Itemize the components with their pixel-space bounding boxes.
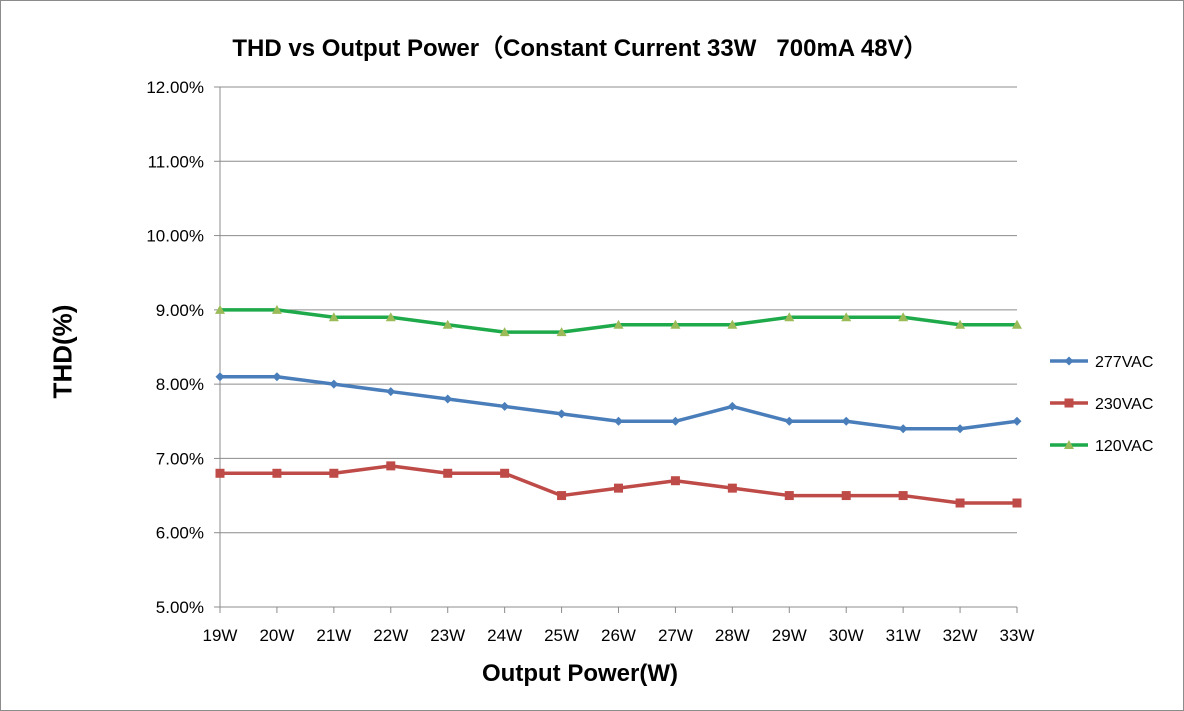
data-point [386,387,396,397]
data-point [1064,398,1074,408]
y-tick-label: 10.00% [146,227,204,246]
legend-item: 120VAC [1050,438,1153,455]
legend-label: 120VAC [1095,438,1153,455]
data-point [556,327,567,337]
x-axis-title: Output Power(W) [482,660,678,687]
data-point [500,401,510,411]
x-tick-label: 23W [430,626,465,645]
x-tick-label: 29W [772,626,807,645]
data-point [215,304,225,314]
y-tick-label: 9.00% [156,301,204,320]
data-point [442,319,453,329]
series-230VAC [215,461,1022,508]
data-point [1012,416,1022,426]
series-277VAC [215,372,1022,434]
data-point [955,498,965,508]
x-tick-label: 32W [943,626,978,645]
data-point [955,424,965,434]
gridlines [220,86,1017,534]
data-point [215,468,225,478]
data-point [499,327,510,337]
y-tick-label: 11.00% [148,152,204,171]
data-point [955,319,966,329]
data-point [898,424,908,434]
data-point [271,304,282,314]
legend-label: 277VAC [1095,354,1153,371]
data-point [329,468,339,478]
y-tick-label: 7.00% [156,449,204,468]
axes [214,86,1018,613]
chart-title: THD vs Output Power（Constant Current 33W… [232,35,928,62]
x-tick-label: 24W [487,626,522,645]
data-point [215,372,225,382]
x-tick-label: 20W [259,626,294,645]
x-tick-label: 31W [886,626,921,645]
y-tick-label: 8.00% [156,375,204,394]
data-point [670,416,680,426]
y-tick-label: 5.00% [156,598,204,617]
x-tick-label: 33W [1000,626,1035,645]
data-point [1012,498,1022,508]
data-point [272,372,282,382]
data-point [443,468,453,478]
legend: 277VAC 230VAC 120VAC [1050,354,1153,455]
data-point [784,416,794,426]
y-tick-label: 12.00% [146,78,204,97]
x-tick-label: 28W [715,626,750,645]
series-120VAC [215,304,1022,337]
legend-item: 230VAC [1050,396,1153,413]
x-tick-label: 22W [373,626,408,645]
data-point [1064,356,1074,366]
series [215,304,1022,508]
data-point [614,416,623,426]
legend-label: 230VAC [1095,396,1153,413]
data-point [385,312,396,322]
data-point [557,409,567,419]
x-tick-label: 30W [829,626,864,645]
data-point [329,379,339,389]
data-point [898,312,909,322]
tick-labels: 5.00% 6.00% 7.00% 8.00% 9.00% 10.00% 11.00% 12.… [146,78,1034,645]
x-tick-label: 26W [601,626,636,645]
data-point [670,476,680,486]
data-point [784,491,794,501]
data-point [841,312,852,322]
data-point [328,312,339,322]
data-point [1012,319,1022,329]
data-point [784,312,795,322]
data-point [613,319,624,329]
x-tick-label: 25W [544,626,579,645]
data-point [727,319,738,329]
legend-item: 277VAC [1050,354,1153,371]
data-point [443,394,453,404]
data-point [500,468,510,478]
data-point [386,461,396,471]
data-point [1064,440,1074,449]
data-point [841,491,851,501]
data-point [272,468,282,478]
data-point [727,401,737,411]
data-point [841,416,851,426]
y-tick-label: 6.00% [156,524,204,543]
data-point [557,491,567,501]
x-tick-label: 27W [658,626,693,645]
data-point [670,319,681,329]
data-point [898,491,908,501]
x-tick-label: 21W [316,626,351,645]
data-point [614,483,623,493]
x-tick-label: 19W [203,626,238,645]
data-point [727,483,737,493]
